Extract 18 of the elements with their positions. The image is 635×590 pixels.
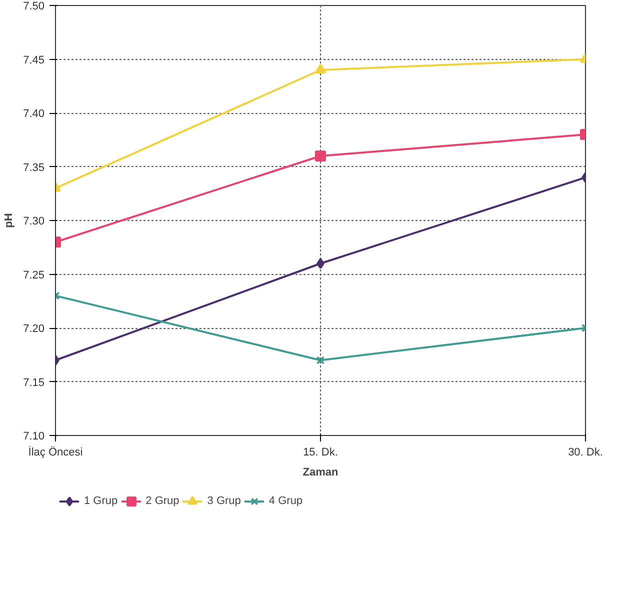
y-tick-label: 7.20 xyxy=(23,323,45,335)
y-tick-label: 7.35 xyxy=(23,162,45,174)
y-axis-title: pH xyxy=(3,213,16,228)
legend-label: 4 Grup xyxy=(268,495,303,507)
y-tick-label: 7.30 xyxy=(23,216,45,228)
y-tick-label: 7.50 xyxy=(23,0,45,12)
x-axis-title: Zaman xyxy=(302,466,339,478)
y-tick-label: 7.45 xyxy=(23,54,45,66)
x-tick-label: 15. Dk. xyxy=(303,446,338,458)
legend-label: 2 Grup xyxy=(146,495,180,507)
legend-label: 3 Grup xyxy=(207,495,241,507)
y-tick-label: 7.40 xyxy=(23,108,45,120)
y-tick-label: 7.25 xyxy=(23,269,45,282)
x-tick-label: İlaç Öncesi xyxy=(28,446,83,458)
legend-label: 1 Grup xyxy=(84,495,118,507)
y-tick-label: 7.10 xyxy=(23,430,45,442)
y-tick-label: 7.15 xyxy=(23,376,45,389)
x-tick-label: 30. Dk. xyxy=(568,446,603,458)
